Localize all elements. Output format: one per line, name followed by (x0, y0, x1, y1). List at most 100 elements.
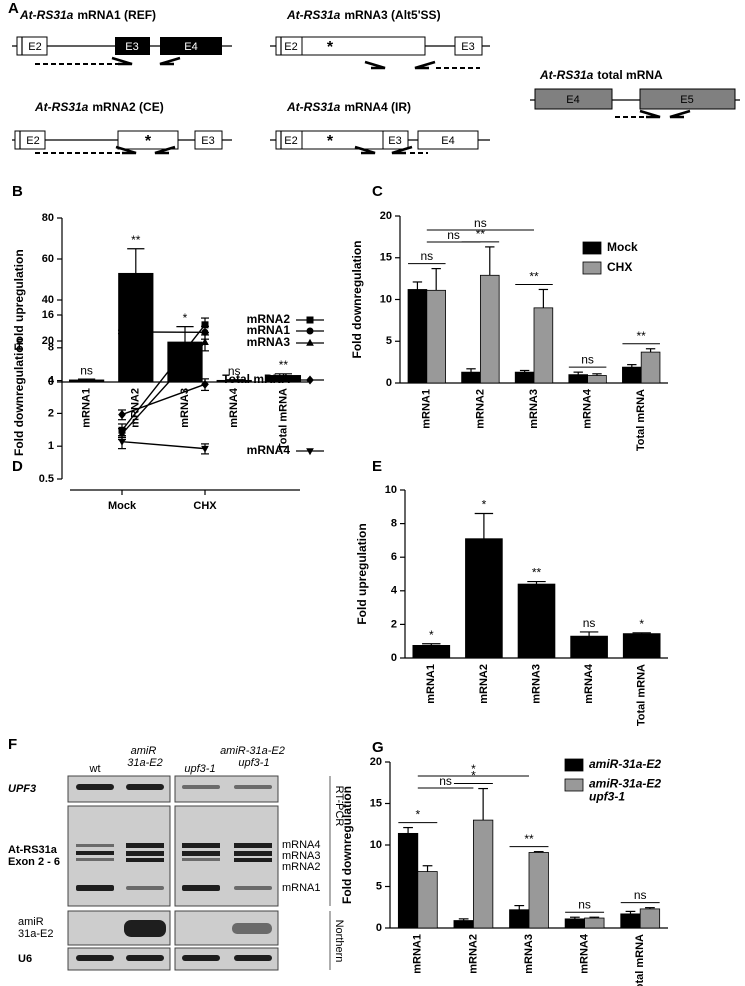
band (76, 851, 114, 855)
retained-intron (301, 130, 384, 150)
exon (534, 88, 613, 110)
y-tick-label: 10 (380, 293, 392, 305)
lane-label: amiR 31a-E2 (127, 745, 162, 769)
x-tick-label: CHX (193, 500, 217, 512)
band (126, 886, 164, 890)
x-tick-label: Mock (108, 500, 137, 512)
marker (118, 438, 126, 446)
y-tick-label: 20 (42, 335, 54, 347)
bar (622, 366, 642, 384)
x-tick-label: Total mRNA (635, 389, 647, 451)
significance-label: ** (524, 832, 534, 846)
bar (417, 871, 438, 929)
band (234, 785, 272, 789)
y-tick-label: 40 (42, 294, 54, 306)
exon-label: E2 (28, 41, 41, 53)
significance-label: * (429, 628, 434, 642)
legend-swatch (564, 778, 584, 792)
y-axis-title: Fold downregulation (350, 241, 364, 359)
bar (472, 819, 494, 929)
x-tick-label: mRNA4 (579, 933, 591, 974)
panel-label: C (372, 183, 383, 200)
exon (639, 88, 736, 110)
significance-label: ** (532, 566, 542, 580)
marker (306, 375, 314, 385)
exon (16, 36, 48, 56)
y-tick-label: 10 (385, 484, 397, 496)
isoform-name: mRNA1 (REF) (77, 8, 156, 22)
gene-name: At-RS31a (34, 100, 89, 114)
x-tick-label: mRNA1 (81, 388, 93, 428)
y-tick-label: 0 (386, 377, 392, 389)
panel-label: D (12, 458, 23, 475)
comparison-label: ns (474, 216, 487, 230)
y-tick-label: 0.5 (39, 473, 54, 485)
y-tick-label: 15 (370, 797, 382, 809)
y-tick-label: 60 (42, 253, 54, 265)
bar (533, 307, 554, 384)
y-tick-label: 10 (370, 839, 382, 851)
bar (412, 645, 451, 659)
marker (201, 379, 209, 389)
marker (201, 445, 209, 453)
bar (622, 633, 661, 659)
panel-label: E (372, 458, 382, 475)
exon-label: E5 (680, 94, 693, 106)
gene-name: At-RS31a (19, 8, 74, 22)
marker (201, 338, 209, 346)
band-label: mRNA3 (282, 850, 321, 862)
comparison-label: * (471, 762, 476, 776)
band (126, 784, 164, 790)
transcript-title: At-RS31a total mRNA (539, 68, 663, 82)
legend-label: mRNA4 (247, 443, 291, 457)
band (234, 955, 272, 961)
y-tick-label: 80 (42, 212, 54, 224)
significance-label: ns (420, 249, 433, 263)
bar (461, 371, 481, 384)
series-line (121, 341, 206, 435)
bar (453, 920, 474, 929)
marker (118, 410, 126, 420)
y-tick-label: 0 (391, 652, 397, 664)
significance-label: ** (637, 329, 647, 343)
legend-label: mRNA3 (247, 335, 291, 349)
exon-label: E3 (461, 41, 474, 53)
primer (364, 60, 386, 70)
transcript-title: At-RS31a mRNA1 (REF) (19, 8, 156, 22)
significance-label: ns (578, 897, 591, 911)
band (126, 851, 164, 856)
primer (354, 145, 376, 155)
x-tick-label: Total mRNA (636, 664, 648, 726)
row-label: UPF3 (8, 783, 36, 795)
gel (67, 947, 171, 971)
significance-label: ** (131, 233, 141, 247)
bar (620, 913, 641, 929)
legend-label: amiR-31a-E2 (589, 757, 661, 771)
x-tick-label: mRNA3 (523, 934, 535, 974)
lane-label: wt (89, 763, 101, 775)
exon-label: E4 (566, 94, 579, 106)
y-tick-label: 15 (380, 252, 392, 264)
y-tick-label: 5 (376, 880, 382, 892)
legend-swatch (582, 261, 602, 275)
band (182, 843, 220, 848)
significance-label: * (183, 311, 188, 325)
band (234, 858, 272, 862)
significance-label: ** (476, 227, 486, 241)
bar (514, 371, 535, 384)
band (126, 843, 164, 848)
marker (306, 448, 314, 456)
gene-name: At-RS31a (286, 100, 341, 114)
y-tick-label: 0 (48, 376, 54, 388)
exon (194, 130, 223, 150)
band (182, 955, 220, 961)
exon-label: E3 (125, 41, 138, 53)
y-tick-label: 20 (380, 210, 392, 222)
x-tick-label: mRNA3 (179, 388, 191, 428)
band (234, 851, 272, 856)
significance-label: * (639, 617, 644, 631)
primer (159, 56, 181, 66)
y-tick-label: 2 (48, 407, 54, 419)
series-line (121, 383, 206, 416)
